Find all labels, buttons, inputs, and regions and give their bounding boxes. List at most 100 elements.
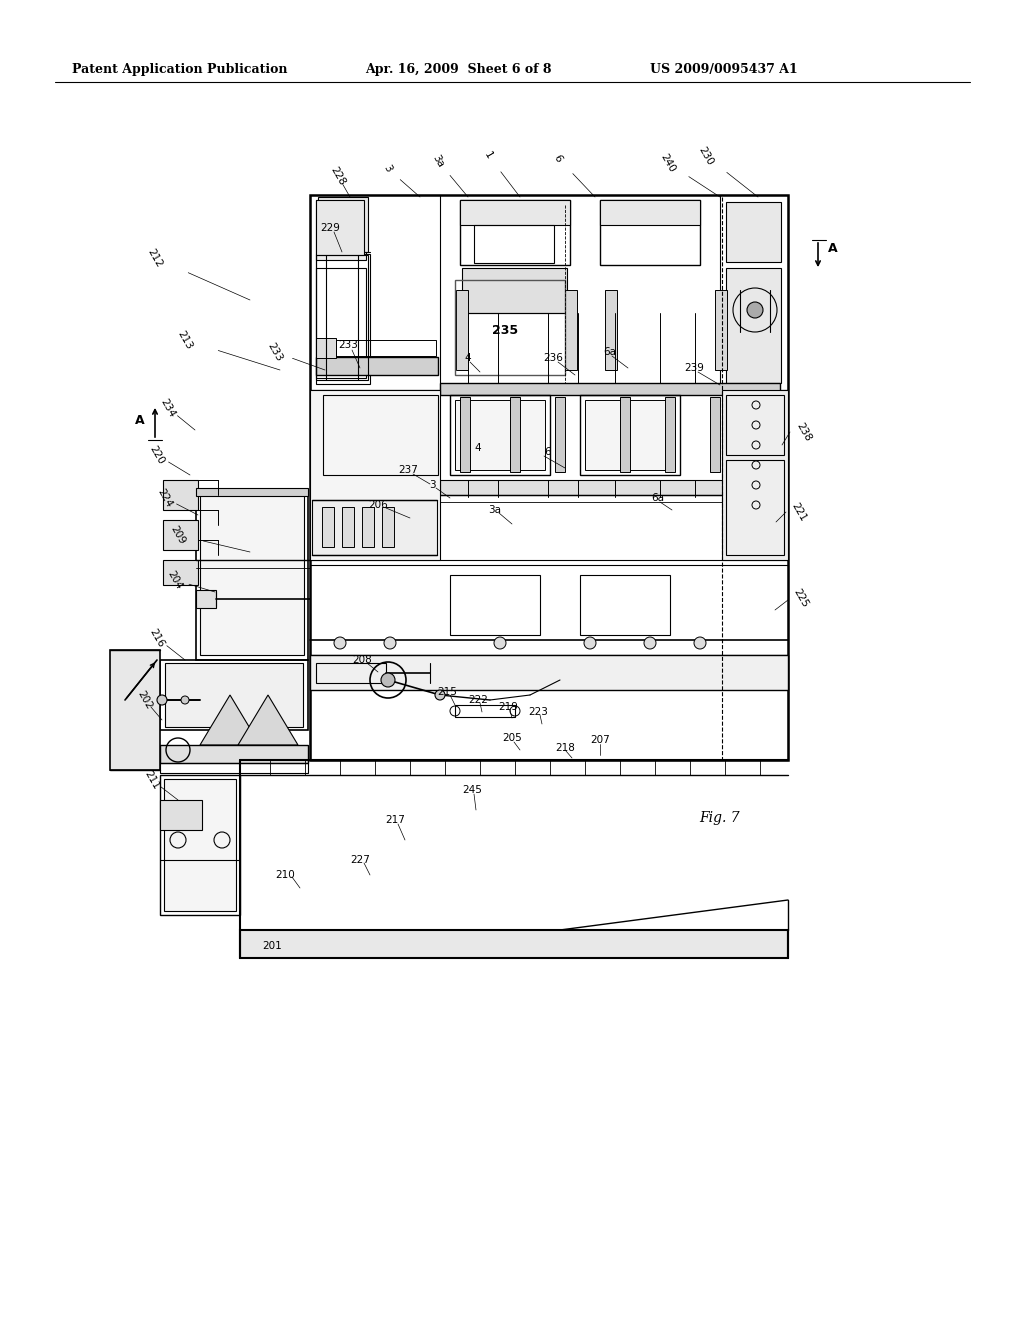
Text: 238: 238 [795,421,814,444]
Bar [600,201,700,265]
Text: 218: 218 [555,743,574,752]
Text: 221: 221 [790,500,809,523]
Bar [160,744,308,763]
Bar [450,395,550,475]
Bar [460,397,470,473]
Text: 205: 205 [502,733,522,743]
Bar [165,663,303,727]
Text: 222: 222 [468,696,488,705]
Bar [726,268,781,383]
Text: 219: 219 [498,702,518,711]
Text: 213: 213 [176,329,195,351]
Bar [316,663,386,682]
Text: 220: 220 [147,444,166,466]
Bar [323,395,438,475]
Bar [358,255,368,380]
Bar [163,520,198,550]
Bar [160,763,308,774]
Bar [310,655,788,760]
Bar [196,490,308,660]
Bar [620,397,630,473]
Bar [726,395,784,455]
Text: 227: 227 [350,855,370,865]
Text: 6: 6 [545,447,551,457]
Text: 3: 3 [429,480,435,490]
Bar [163,560,198,585]
Bar [312,500,437,554]
Bar [565,290,577,370]
Text: 216: 216 [147,627,166,649]
Bar [362,507,374,546]
Bar [710,397,720,473]
Text: 229: 229 [321,223,340,234]
Text: 201: 201 [262,941,282,950]
Text: 215: 215 [437,686,457,697]
Text: 206: 206 [368,500,388,510]
Bar [460,201,570,224]
Text: A: A [135,413,145,426]
Text: 1: 1 [482,149,494,160]
Bar [605,290,617,370]
Bar [715,290,727,370]
Text: 240: 240 [658,152,677,174]
Text: 233: 233 [338,341,358,350]
Bar [455,280,565,375]
Circle shape [746,302,763,318]
Text: 234: 234 [159,397,177,420]
Text: 3: 3 [381,162,393,173]
Text: Patent Application Publication: Patent Application Publication [72,63,288,77]
Bar [555,397,565,473]
Text: 209: 209 [169,524,187,546]
Circle shape [381,673,395,686]
Bar [316,201,366,260]
Circle shape [157,696,167,705]
Text: 211: 211 [142,768,162,791]
Bar [720,195,788,389]
Bar [160,800,202,830]
Circle shape [334,638,346,649]
Text: US 2009/0095437 A1: US 2009/0095437 A1 [650,63,798,77]
Bar [164,779,236,911]
Bar [160,660,308,730]
Text: 239: 239 [684,363,703,374]
Circle shape [694,638,706,649]
Bar [196,488,308,496]
Text: 223: 223 [528,708,548,717]
Bar [510,397,520,473]
Polygon shape [238,696,298,744]
Bar [450,576,540,635]
Text: 237: 237 [398,465,418,475]
Circle shape [494,638,506,649]
Text: 233: 233 [265,341,285,363]
Bar [462,268,567,313]
Bar [665,397,675,473]
Bar [316,255,326,380]
Text: 210: 210 [275,870,295,880]
Text: Apr. 16, 2009  Sheet 6 of 8: Apr. 16, 2009 Sheet 6 of 8 [365,63,552,77]
Bar [600,201,700,224]
Text: 3a: 3a [488,506,502,515]
Bar [460,201,570,265]
Bar [336,341,436,356]
Bar [580,395,680,475]
Bar [196,590,216,609]
Bar [318,197,368,252]
Text: 245: 245 [462,785,482,795]
Text: 6a: 6a [651,492,665,503]
Text: 204: 204 [166,569,184,591]
Bar [440,383,780,395]
Bar [342,507,354,546]
Bar [322,507,334,546]
Text: 235: 235 [492,323,518,337]
Text: 208: 208 [352,655,372,665]
Bar [310,655,788,690]
Text: Fig. 7: Fig. 7 [699,810,740,825]
Bar [455,705,515,717]
Bar [726,202,781,261]
Bar [110,649,160,770]
Bar [310,195,788,760]
Bar [200,495,304,655]
Circle shape [644,638,656,649]
Bar [240,931,788,958]
Circle shape [384,638,396,649]
